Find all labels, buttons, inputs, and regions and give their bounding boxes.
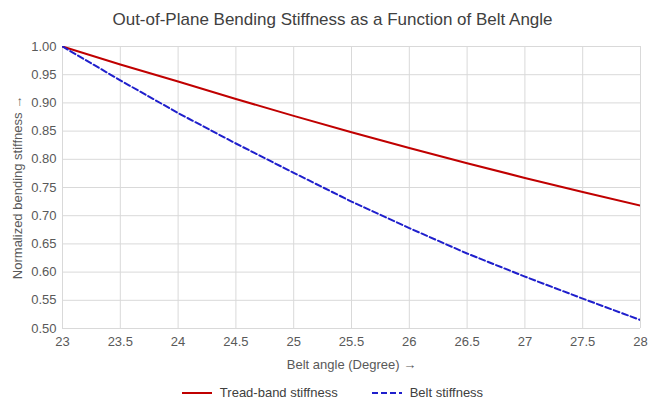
html-text:Tread-band stiffness: Tread-band stiffness	[219, 385, 338, 400]
svg-text:24: 24	[171, 334, 185, 349]
svg-text:Belt angle (Degree) →: Belt angle (Degree) →	[287, 357, 416, 372]
svg-text:0.50: 0.50	[31, 321, 56, 336]
svg-text:0.85: 0.85	[31, 123, 56, 138]
svg-text:23: 23	[55, 334, 69, 349]
svg-text:23.5: 23.5	[108, 334, 133, 349]
svg-text:26: 26	[402, 334, 416, 349]
html-text:Belt stiffness: Belt stiffness	[409, 385, 484, 400]
svg-text:28: 28	[633, 334, 647, 349]
svg-text:0.75: 0.75	[31, 180, 56, 195]
svg-text:0.55: 0.55	[31, 292, 56, 307]
svg-text:0.80: 0.80	[31, 151, 56, 166]
svg-text:26.5: 26.5	[454, 334, 479, 349]
svg-text:0.60: 0.60	[31, 264, 56, 279]
svg-text:27.5: 27.5	[570, 334, 595, 349]
svg-text:0.90: 0.90	[31, 95, 56, 110]
svg-text:25.5: 25.5	[339, 334, 364, 349]
svg-text:Normalized bending stiffness →: Normalized bending stiffness →	[10, 96, 25, 279]
svg-text:27: 27	[518, 334, 532, 349]
html-text:Out-of-Plane Bending Stiffness: Out-of-Plane Bending Stiffness as a Func…	[112, 10, 553, 29]
svg-text:0.95: 0.95	[31, 67, 56, 82]
svg-text:1.00: 1.00	[31, 39, 56, 54]
svg-text:24.5: 24.5	[223, 334, 248, 349]
svg-text:0.65: 0.65	[31, 236, 56, 251]
svg-text:0.70: 0.70	[31, 208, 56, 223]
svg-text:25: 25	[286, 334, 300, 349]
